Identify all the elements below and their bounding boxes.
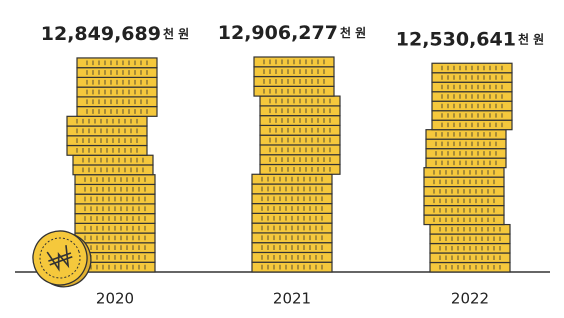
x-tick-label: 2022 <box>451 290 489 308</box>
x-tick-label: 2020 <box>96 290 134 308</box>
coin-stack <box>424 63 512 272</box>
value-unit: 천 원 <box>163 25 189 40</box>
value-number: 12,906,277 <box>218 22 338 44</box>
chart: 12,849,689천 원202012,906,277천 원202112,530… <box>0 0 564 318</box>
value-number: 12,530,641 <box>396 28 516 50</box>
x-tick-label: 2021 <box>273 290 311 308</box>
value-unit: 천 원 <box>340 25 366 40</box>
value-unit: 천 원 <box>518 31 544 46</box>
value-number: 12,849,689 <box>41 22 161 44</box>
coin-stack <box>252 57 340 272</box>
